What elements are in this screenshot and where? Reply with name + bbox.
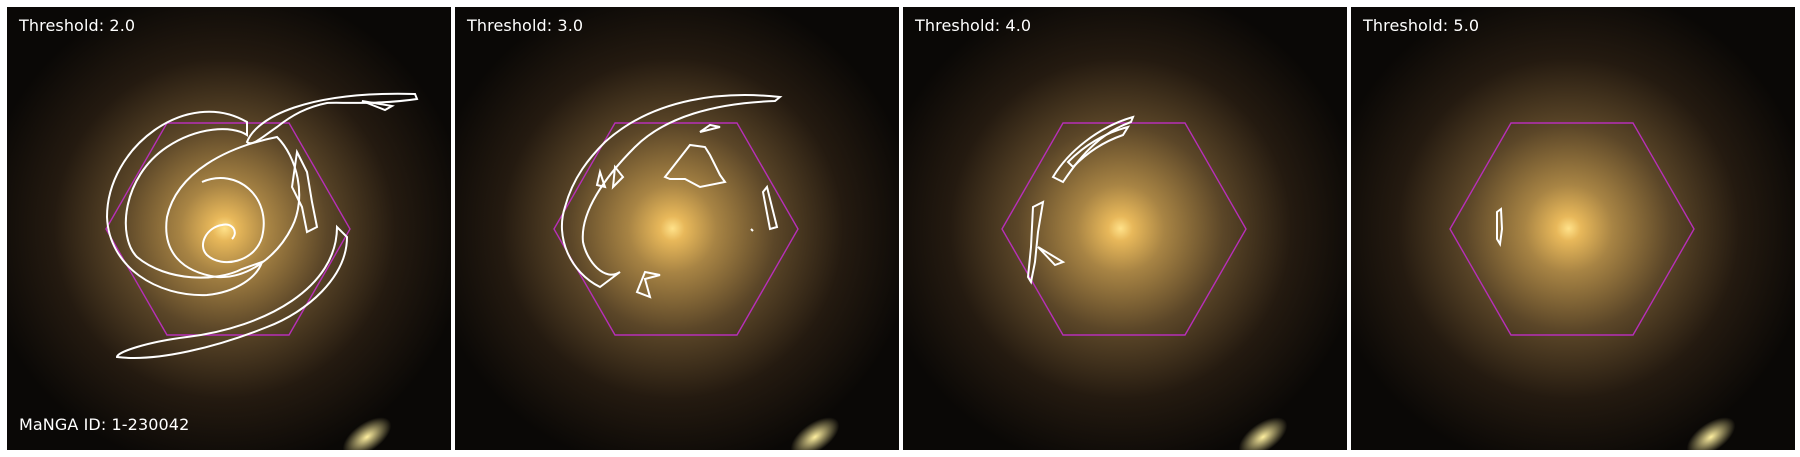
threshold-label: Threshold: 4.0 <box>915 16 1032 35</box>
galaxy-image <box>7 7 451 450</box>
panel-threshold-4: Threshold: 4.0 <box>903 7 1347 450</box>
hexagon-footprint <box>553 122 799 336</box>
manga-id-label: MaNGA ID: 1-230042 <box>19 415 190 434</box>
threshold-contours <box>1496 207 1504 247</box>
galaxy-image <box>1351 7 1795 450</box>
threshold-label: Threshold: 5.0 <box>1363 16 1480 35</box>
threshold-contours <box>560 94 783 299</box>
galaxy-image <box>903 7 1347 450</box>
panel-threshold-2: Threshold: 2.0 MaNGA ID: 1-230042 <box>7 7 451 450</box>
hexagon-footprint <box>1001 122 1247 336</box>
panel-threshold-5: Threshold: 5.0 <box>1351 7 1795 450</box>
threshold-contours <box>1026 115 1135 285</box>
panel-threshold-3: Threshold: 3.0 <box>455 7 899 450</box>
hexagon-footprint <box>1449 122 1695 336</box>
threshold-label: Threshold: 3.0 <box>467 16 584 35</box>
threshold-contours <box>105 92 419 359</box>
galaxy-image <box>455 7 899 450</box>
threshold-label: Threshold: 2.0 <box>19 16 136 35</box>
hexagon-footprint <box>105 122 351 336</box>
